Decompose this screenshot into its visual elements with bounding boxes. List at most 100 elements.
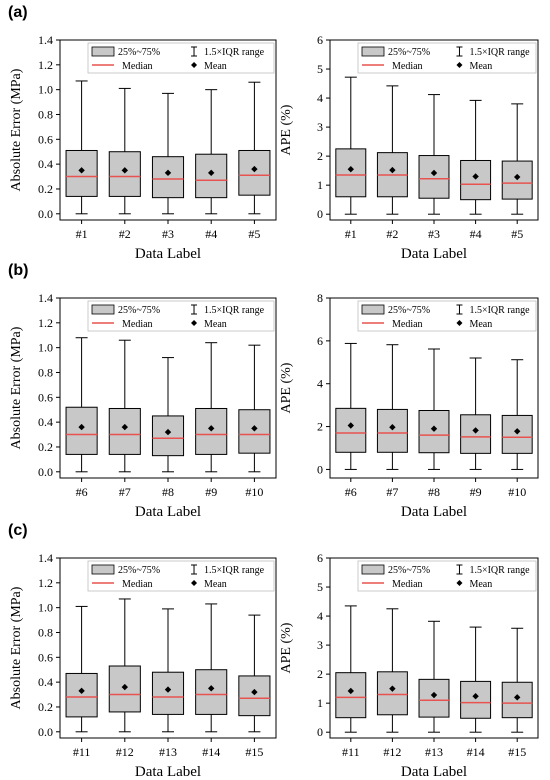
mean-marker (251, 425, 258, 432)
mean-marker (164, 428, 172, 436)
legend-whisker-label: 1.5×IQR range (469, 305, 530, 316)
y-tick-label: 1.0 (38, 601, 53, 615)
y-tick-label: 4 (317, 609, 323, 623)
y-tick-label: 6 (317, 551, 323, 565)
mean-marker (472, 173, 479, 180)
x-tick-label: #15 (508, 745, 526, 759)
legend: 25%~75% 1.5×IQR range Median Mean (357, 560, 537, 592)
mean-marker (472, 427, 479, 434)
legend-box-label: 25%~75% (388, 565, 430, 576)
y-tick-label: 1 (317, 178, 323, 192)
box-#10 (238, 344, 271, 473)
box-#14 (460, 626, 492, 733)
y-tick-label: 6 (317, 33, 323, 47)
mean-marker (347, 165, 354, 173)
mean-marker (347, 422, 354, 429)
y-tick-label: 1.4 (38, 291, 53, 305)
chart-3: 0.0 0.2 0.4 0.6 0.8 1.0 1.2 1.4 #6 #7 #8 #9 #10 Data … (9, 291, 277, 520)
iqr-box (335, 407, 367, 453)
iqr-box (376, 671, 408, 716)
mean-marker (430, 691, 438, 699)
legend-mean-label: Mean (204, 61, 227, 72)
legend-mean-swatch (191, 320, 198, 326)
y-tick-label: 0.4 (38, 157, 53, 171)
iqr-box (460, 159, 492, 201)
x-tick-label: #4 (205, 227, 217, 241)
legend-box-swatch (91, 304, 115, 315)
x-tick-label: #12 (383, 745, 401, 759)
chart-5: 0.0 0.2 0.4 0.6 0.8 1.0 1.2 1.4 #11 #12 #13 #14 #15 D… (9, 551, 277, 780)
y-axis-title: Absolute Error (MPa) (9, 586, 24, 709)
legend-frame (87, 300, 275, 332)
x-axis-title: Data Label (135, 764, 201, 780)
y-tick-label: 0.4 (38, 415, 53, 429)
legend-whisker-label: 1.5×IQR range (204, 47, 265, 58)
iqr-box (195, 669, 228, 715)
box-#2 (376, 85, 408, 215)
legend-whisker-label: 1.5×IQR range (204, 305, 265, 316)
iqr-box (376, 408, 408, 453)
box-#14 (195, 603, 228, 733)
mean-marker (208, 685, 215, 692)
box-#13 (418, 620, 450, 733)
legend-median-label: Median (392, 61, 423, 72)
y-tick-label: 6 (317, 334, 323, 348)
chart-4: 0 2 4 6 8 #6 #7 #8 #9 #10 Data Label APE (%) 25%~75%… (279, 291, 539, 520)
x-tick-label: #6 (345, 485, 357, 499)
legend-frame (357, 300, 537, 332)
x-tick-label: #3 (162, 227, 174, 241)
box-#5 (238, 81, 271, 215)
box-#11 (65, 605, 98, 733)
legend-whisker-label: 1.5×IQR range (204, 565, 265, 576)
x-tick-label: #11 (73, 745, 91, 759)
box-#15 (501, 627, 533, 733)
mean-marker (514, 694, 521, 701)
y-tick-label: 3 (317, 120, 323, 134)
box-#10 (501, 359, 533, 470)
legend-mean-label: Mean (204, 319, 227, 330)
y-tick-label: 0.2 (38, 700, 53, 714)
legend: 25%~75% 1.5×IQR range Median Mean (87, 300, 275, 332)
x-tick-label: #6 (76, 485, 88, 499)
iqr-box (108, 407, 141, 455)
y-tick-label: 0.0 (38, 465, 53, 479)
legend-mean-swatch (456, 580, 463, 586)
legend-box-label: 25%~75% (388, 305, 430, 316)
iqr-box (65, 672, 98, 718)
mean-marker (514, 173, 521, 181)
x-tick-label: #14 (467, 745, 485, 759)
y-tick-label: 5 (317, 62, 323, 76)
mean-marker (389, 166, 396, 174)
mean-marker (78, 167, 85, 174)
mean-marker (430, 425, 438, 432)
x-axis-title: Data Label (401, 504, 467, 520)
x-tick-label: #13 (159, 745, 177, 759)
legend-median-label: Median (122, 319, 153, 330)
mean-marker (164, 686, 172, 693)
legend-mean-label: Mean (204, 579, 227, 590)
chart-6: 0 1 2 3 4 5 6 #11 #12 #13 #14 #15 Data Label APE (%) 2… (279, 551, 539, 780)
legend-median-label: Median (392, 319, 423, 330)
mean-marker (251, 165, 258, 173)
y-tick-label: 0.8 (38, 625, 53, 639)
legend-mean-label: Mean (469, 319, 492, 330)
box-#1 (335, 76, 367, 215)
panel-label-a: (a) (8, 4, 28, 21)
x-tick-label: #14 (202, 745, 220, 759)
legend-frame (357, 42, 537, 74)
iqr-box (238, 149, 271, 196)
x-tick-label: #2 (119, 227, 131, 241)
y-tick-label: 1.2 (38, 316, 53, 330)
y-tick-label: 0.6 (38, 390, 53, 404)
x-tick-label: #2 (386, 227, 398, 241)
x-tick-label: #8 (162, 485, 174, 499)
legend-median-label: Median (392, 579, 423, 590)
y-tick-label: 0 (317, 462, 323, 476)
box-#9 (460, 357, 492, 470)
box-#11 (335, 605, 367, 733)
mean-marker (347, 687, 354, 695)
iqr-box (460, 414, 492, 454)
x-tick-label: #10 (508, 485, 526, 499)
